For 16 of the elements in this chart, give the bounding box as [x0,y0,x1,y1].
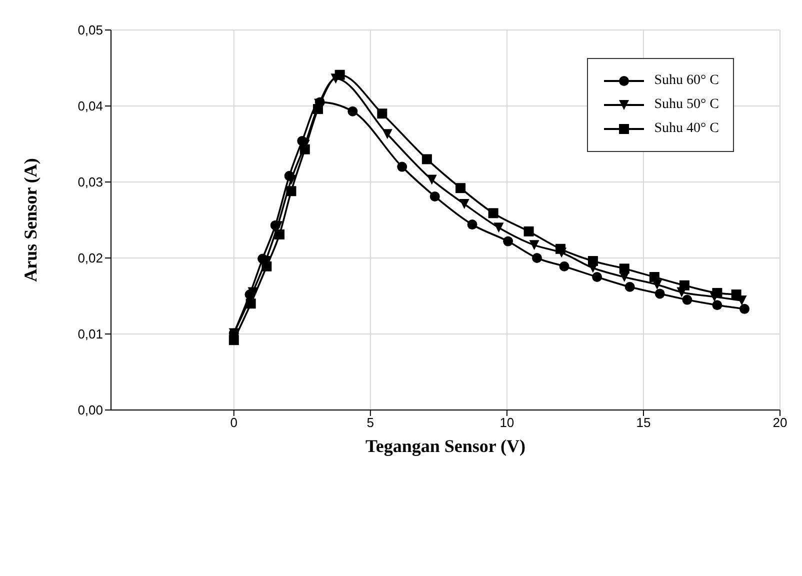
x-tick-label: 10 [500,415,514,430]
x-tick-label: 15 [636,415,651,430]
legend-label: Suhu 50° C [654,97,719,113]
y-tick-label: 0,05 [78,22,103,38]
y-tick-label: 0,04 [78,98,103,114]
y-tick-label: 0,03 [78,174,103,190]
y-tick-label: 0,00 [78,402,103,418]
x-tick-label: 0 [230,415,238,430]
x-tick-label: 5 [366,415,374,430]
legend-label: Suhu 40° C [654,121,719,137]
x-tick-label: 20 [772,415,788,430]
y-axis-title: Arus Sensor (A) [20,158,40,282]
y-tick-label: 0,01 [78,326,103,342]
x-axis-title: Tegangan Sensor (V) [365,436,526,456]
legend-label: Suhu 60° C [654,73,719,89]
y-tick-label: 0,02 [78,250,103,266]
